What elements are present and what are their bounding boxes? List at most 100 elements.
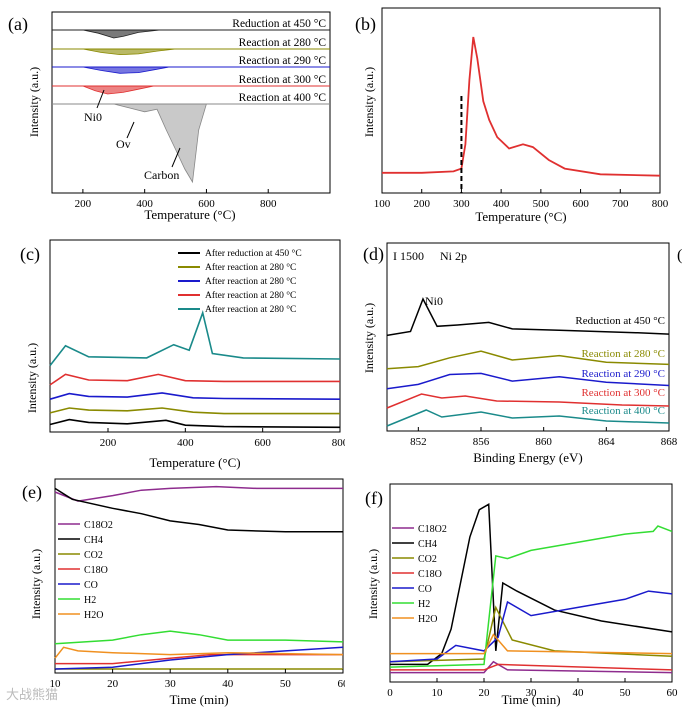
panel-f-label: (f) <box>365 488 383 509</box>
x-tick-label: 50 <box>280 678 292 690</box>
legend-label-c18o: C18O <box>84 565 108 576</box>
legend-label-ch4: CH4 <box>418 539 437 550</box>
series-line-co <box>389 590 673 663</box>
x-tick-label: 40 <box>573 687 585 699</box>
series-line-0 <box>49 418 341 429</box>
panel-c-x-label: Temperature (°C) <box>149 455 240 470</box>
panel-a: (a) Reduction at 450 °C Reaction at 280 °… <box>8 11 331 222</box>
x-tick-label: 800 <box>260 198 277 210</box>
arrow-ov <box>126 121 135 139</box>
panel-b: (b) 100 200 300 400 500 600 700 800 Temperature… <box>355 7 669 224</box>
panel-e-x-label: Time (min) <box>169 692 228 707</box>
panel-d-x-ticks: 852 856 860 864 868 <box>410 427 678 448</box>
x-tick-label: 700 <box>612 198 629 210</box>
x-tick-label: 200 <box>100 437 117 449</box>
panel-f-x-ticks: 0 10 20 30 40 50 60 <box>387 678 678 699</box>
legend-label-h2: H2 <box>418 599 430 610</box>
x-tick-label: 100 <box>374 198 391 210</box>
x-tick-label: 600 <box>254 437 271 449</box>
series-line-3 <box>49 373 340 386</box>
legend-label-ch4: CH4 <box>84 535 103 546</box>
x-tick-label: 500 <box>533 198 550 210</box>
legend-label-h2o: H2O <box>418 614 437 625</box>
panel-d-label: (d) <box>363 244 384 265</box>
series-label-reaction-at-300-c: Reaction at 300 °C <box>239 74 327 86</box>
legend-label-co2: CO2 <box>418 554 437 565</box>
panel-e-label: (e) <box>22 482 42 503</box>
series-line-reaction-at-300-c <box>386 393 670 409</box>
series-line-reaction-at-280-c <box>386 350 670 370</box>
panel-a-label: (a) <box>8 14 28 35</box>
panel-c-x-ticks: 200 400 600 800 <box>100 428 345 449</box>
panel-d-x-label: Binding Energy (eV) <box>473 450 583 465</box>
x-tick-label: 10 <box>432 687 444 699</box>
series-line-co <box>54 646 344 670</box>
x-tick-label: 600 <box>198 198 215 210</box>
x-tick-label: 20 <box>107 678 119 690</box>
series-line-2 <box>49 392 341 400</box>
area-reaction-at-290-c <box>82 66 170 74</box>
panel-a-plot <box>52 29 330 184</box>
x-tick-label: 20 <box>479 687 491 699</box>
legend-label-c18o2: C18O2 <box>84 520 113 531</box>
series-line-c18o2 <box>54 485 343 502</box>
x-tick-label: 300 <box>453 198 470 210</box>
x-tick-label: 10 <box>50 678 62 690</box>
legend-label-c18o: C18O <box>418 569 442 580</box>
series-label-reaction-at-400-c: Reaction at 400 °C <box>239 92 327 104</box>
panel-b-label: (b) <box>355 14 376 35</box>
legend-label-co: CO <box>418 584 432 595</box>
panel-c-plot <box>49 310 341 429</box>
panel-f: (f) C18O2 CH4 CO2 C18O CO H2 H2O 0 10 20 30 40 50 60… <box>365 483 678 707</box>
series-label-reduction-at-450-c: Reduction at 450 °C <box>575 315 665 327</box>
panel-d-title: Ni 2p <box>440 249 467 263</box>
panel-d-extra-text: I 1500 <box>393 249 424 263</box>
panel-f-x-label: Time (min) <box>501 692 560 707</box>
panel-b-frame <box>381 7 661 194</box>
series-line-ch4 <box>54 487 343 533</box>
series-line-reaction-at-400-c <box>386 409 670 427</box>
panel-c-frame <box>49 239 341 433</box>
series-line-c18o2 <box>390 660 673 674</box>
x-tick-label: 400 <box>177 437 194 449</box>
series-line-c18o <box>55 653 343 665</box>
panel-b-x-ticks: 100 200 300 400 500 600 700 800 <box>374 189 669 210</box>
panel-f-plot <box>389 503 673 674</box>
arrow-ni0 <box>96 89 105 109</box>
x-tick-label: 856 <box>473 436 490 448</box>
x-tick-label: 60 <box>338 678 346 690</box>
legend-label-h2: H2 <box>84 595 96 606</box>
series-line-h2 <box>389 525 673 668</box>
x-tick-label: 600 <box>572 198 589 210</box>
watermark: 大战熊猫 <box>6 688 59 703</box>
area-reaction-at-400-c <box>113 103 207 184</box>
panel-b-x-label: Temperature (°C) <box>475 209 566 224</box>
panel-a-y-label: Intensity (a.u.) <box>27 67 41 137</box>
panel-a-frame <box>51 11 331 194</box>
panel-c-label: (c) <box>20 244 40 265</box>
series-line-h2 <box>54 630 344 645</box>
panel-a-x-ticks: 200 400 600 800 <box>75 189 277 210</box>
series-line <box>382 36 661 177</box>
panel-c-legend: After reduction at 450 °C After reaction … <box>178 248 302 315</box>
series-line-4 <box>49 310 341 367</box>
x-tick-label: 50 <box>620 687 632 699</box>
series-line-c18o <box>390 663 673 671</box>
legend-label-0: After reduction at 450 °C <box>205 248 302 259</box>
x-tick-label: 400 <box>493 198 510 210</box>
x-tick-label: 60 <box>667 687 679 699</box>
x-tick-label: 868 <box>661 436 678 448</box>
panel-f-legend: C18O2 CH4 CO2 C18O CO H2 H2O <box>392 524 447 625</box>
area-reduction-at-450-c <box>82 29 161 39</box>
legend-label-4: After reaction at 280 °C <box>205 304 296 315</box>
panel-e-plot <box>54 485 344 670</box>
x-tick-label: 852 <box>410 436 427 448</box>
panel-a-legend: Reduction at 450 °C Reaction at 280 °C Rea… <box>232 18 326 104</box>
x-tick-label: 864 <box>598 436 615 448</box>
x-tick-label: 400 <box>136 198 153 210</box>
panel-a-x-label: Temperature (°C) <box>144 207 235 222</box>
annot-ov: Ov <box>116 137 131 151</box>
series-line-h2o <box>390 633 673 655</box>
series-label-reaction-at-280-c: Reaction at 280 °C <box>581 348 665 360</box>
